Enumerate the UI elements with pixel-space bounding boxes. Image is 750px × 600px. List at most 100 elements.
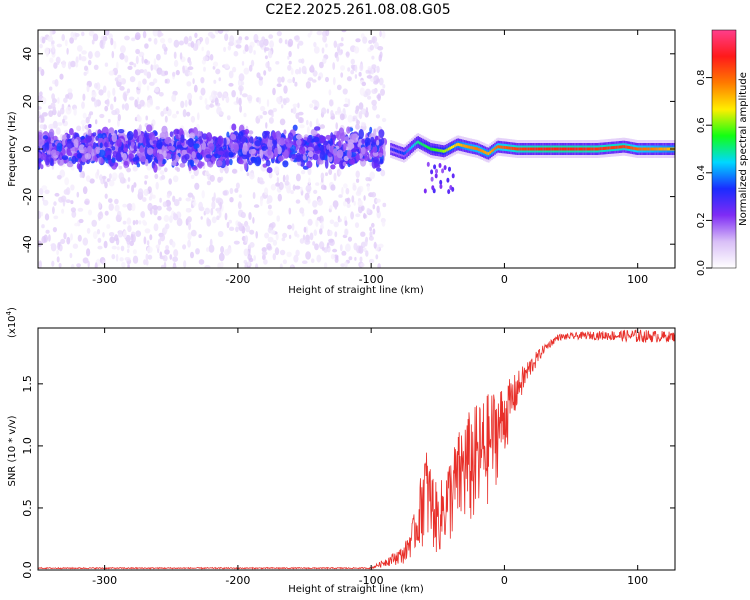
noise-speck bbox=[94, 50, 101, 58]
noise-speck bbox=[86, 248, 91, 257]
ridge-mark bbox=[411, 145, 413, 149]
band-speck bbox=[133, 129, 138, 139]
noise-speck bbox=[55, 127, 61, 135]
noise-speck bbox=[60, 195, 67, 203]
noise-speck bbox=[97, 237, 102, 243]
ridge-mark bbox=[657, 147, 660, 151]
noise-speck bbox=[367, 66, 372, 71]
top-ytick-label: 20 bbox=[21, 94, 34, 108]
noise-speck bbox=[110, 37, 114, 46]
noise-speck bbox=[76, 263, 81, 268]
noise-speck bbox=[111, 245, 117, 250]
noise-speck bbox=[336, 84, 342, 91]
ridge-mark bbox=[409, 147, 412, 150]
noise-speck bbox=[51, 93, 55, 101]
noise-speck bbox=[259, 180, 265, 185]
noise-speck bbox=[185, 208, 190, 213]
noise-speck bbox=[272, 253, 276, 261]
noise-speck bbox=[147, 202, 153, 212]
band-speck bbox=[278, 155, 284, 162]
noise-speck bbox=[355, 123, 360, 130]
noise-speck bbox=[204, 207, 210, 215]
noise-speck bbox=[299, 124, 305, 129]
band-speck bbox=[156, 139, 163, 150]
band-speck bbox=[283, 149, 290, 159]
noise-speck bbox=[164, 115, 168, 123]
noise-speck bbox=[216, 207, 220, 214]
noise-speck bbox=[209, 103, 215, 108]
noise-speck bbox=[365, 177, 371, 182]
noise-speck bbox=[372, 36, 375, 44]
noise-speck bbox=[369, 226, 372, 232]
noise-speck bbox=[70, 207, 76, 213]
noise-speck bbox=[270, 229, 276, 235]
top-xtick-label: -100 bbox=[359, 273, 384, 286]
band-speck bbox=[84, 152, 92, 160]
noise-speck bbox=[38, 106, 42, 110]
ridge-mark bbox=[615, 145, 618, 149]
band-speck bbox=[152, 140, 158, 145]
noise-speck bbox=[322, 34, 327, 43]
noise-speck bbox=[142, 30, 147, 39]
noise-speck bbox=[136, 115, 142, 123]
noise-speck bbox=[344, 261, 348, 268]
noise-speck bbox=[139, 69, 145, 74]
ridge-mark bbox=[665, 147, 668, 151]
band-speck bbox=[199, 139, 204, 144]
ridge-mark bbox=[423, 144, 426, 148]
noise-speck bbox=[213, 91, 218, 96]
noise-speck bbox=[264, 187, 269, 196]
noise-speck bbox=[133, 63, 137, 68]
band-speck bbox=[378, 129, 385, 138]
noise-speck bbox=[237, 201, 242, 210]
noise-speck bbox=[41, 224, 45, 229]
ridge-mark bbox=[547, 147, 549, 151]
band-speck bbox=[216, 160, 223, 167]
ridge-mark bbox=[436, 148, 439, 152]
noise-speck bbox=[50, 243, 56, 247]
echo-speck bbox=[448, 166, 451, 172]
band-speck bbox=[118, 131, 125, 138]
band-speck bbox=[223, 137, 227, 147]
ridge-mark bbox=[537, 147, 540, 151]
noise-speck bbox=[66, 236, 71, 245]
noise-speck bbox=[371, 88, 378, 94]
band-speck bbox=[364, 155, 369, 162]
noise-speck bbox=[52, 227, 58, 233]
noise-speck bbox=[247, 260, 251, 267]
band-speck bbox=[117, 129, 125, 134]
ridge-mark bbox=[555, 147, 557, 151]
band-speck bbox=[207, 161, 212, 168]
noise-speck bbox=[153, 208, 158, 216]
noise-speck bbox=[146, 163, 152, 171]
ridge-mark bbox=[532, 147, 535, 151]
noise-speck bbox=[119, 52, 125, 60]
noise-speck bbox=[328, 238, 334, 243]
snr-multiplier-close: ) bbox=[7, 307, 18, 311]
noise-speck bbox=[104, 62, 109, 67]
noise-speck bbox=[104, 30, 108, 35]
noise-speck bbox=[229, 35, 235, 44]
snr-ylabel: SNR (10 * v/v) bbox=[7, 415, 18, 486]
band-speck bbox=[364, 137, 371, 146]
ridge-mark bbox=[470, 146, 472, 149]
band-speck bbox=[313, 136, 320, 143]
noise-speck bbox=[239, 87, 243, 96]
colorbar-bar bbox=[711, 29, 737, 269]
noise-speck bbox=[366, 75, 373, 79]
ridge-mark bbox=[577, 147, 580, 151]
ridge-mark bbox=[428, 146, 431, 150]
band-speck bbox=[108, 127, 115, 135]
ridge-mark bbox=[574, 147, 576, 151]
noise-speck bbox=[190, 251, 194, 259]
noise-speck bbox=[217, 91, 223, 99]
noise-speck bbox=[264, 232, 270, 239]
noise-speck bbox=[41, 185, 48, 190]
noise-speck bbox=[365, 88, 371, 96]
noise-speck bbox=[329, 219, 335, 225]
noise-speck bbox=[321, 107, 327, 115]
noise-speck bbox=[258, 76, 264, 81]
noise-speck bbox=[297, 102, 300, 109]
noise-speck bbox=[245, 224, 251, 233]
colorbar-tick-label: 0.4 bbox=[696, 165, 707, 181]
